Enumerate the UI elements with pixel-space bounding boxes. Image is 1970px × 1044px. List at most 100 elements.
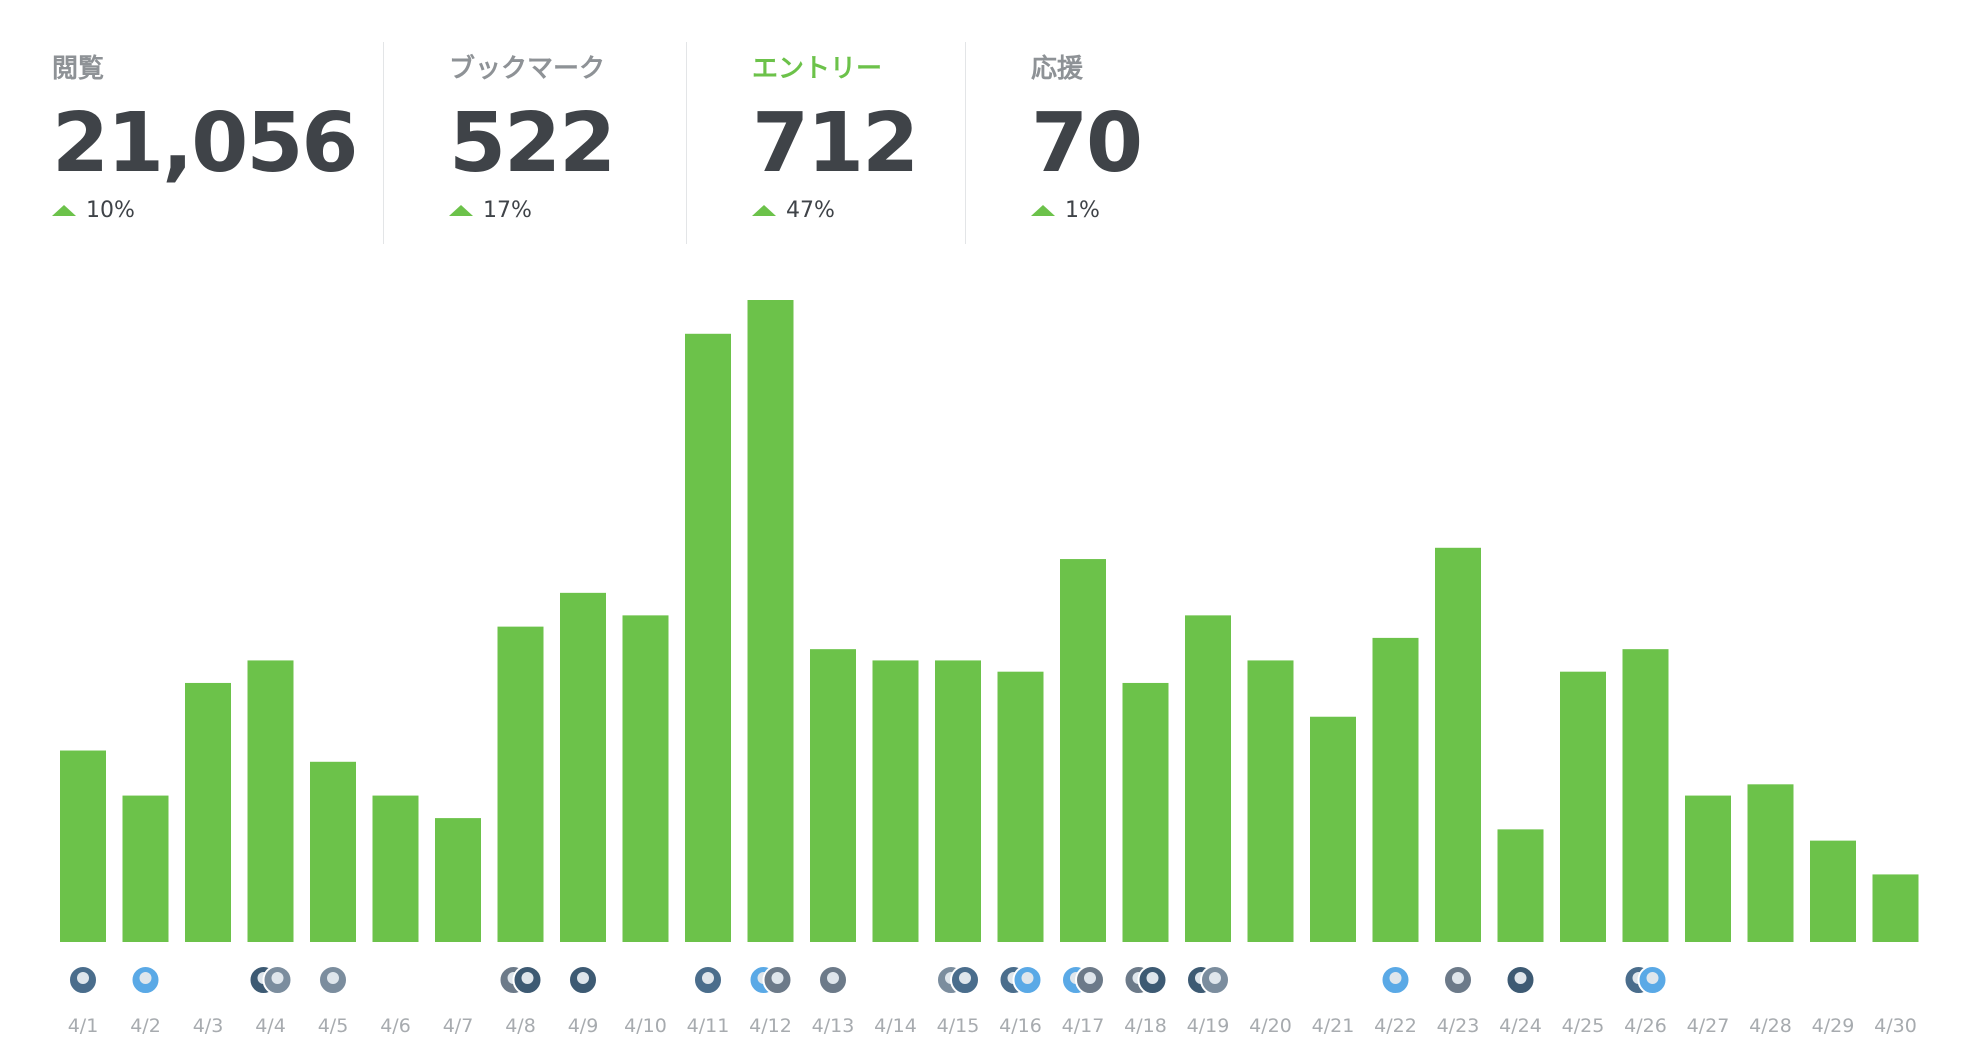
x-tick-label: 4/27 bbox=[1687, 1015, 1730, 1037]
x-tick-label: 4/15 bbox=[937, 1015, 980, 1037]
stat-views-value: 21,056 bbox=[52, 96, 358, 191]
stat-bookmarks-value: 522 bbox=[449, 96, 616, 191]
supporter-avatar-icon[interactable] bbox=[1637, 965, 1668, 995]
x-tick-label: 4/18 bbox=[1124, 1015, 1167, 1037]
stat-support-change: 1% bbox=[1031, 198, 1100, 223]
daily-bar-chart: 4/1 4/2 4/3 4/4 4/5 4/6 4/7 4/8 4/9 4/10 4/11 4/12 4… bbox=[60, 300, 1919, 1037]
supporter-avatar-icon[interactable] bbox=[262, 965, 293, 995]
stat-divider bbox=[965, 42, 966, 244]
x-tick-label: 4/1 bbox=[68, 1015, 99, 1037]
stat-entries-label: エントリー bbox=[752, 54, 883, 84]
x-tick-label: 4/20 bbox=[1249, 1015, 1292, 1037]
supporter-avatar-icon[interactable] bbox=[1443, 965, 1473, 995]
bar-4-2[interactable] bbox=[122, 795, 169, 942]
supporter-avatar-icon[interactable] bbox=[130, 965, 161, 995]
stat-bookmarks-change-value: 17% bbox=[483, 198, 532, 223]
bar-4-16[interactable] bbox=[997, 671, 1044, 942]
x-tick-label: 4/26 bbox=[1624, 1015, 1667, 1037]
up-triangle-icon bbox=[52, 205, 76, 216]
supporter-avatar-icon[interactable] bbox=[818, 965, 848, 995]
bar-4-13[interactable] bbox=[810, 649, 856, 942]
x-tick-label: 4/4 bbox=[255, 1015, 286, 1037]
x-tick-label: 4/3 bbox=[193, 1015, 224, 1037]
up-triangle-icon bbox=[449, 205, 473, 216]
up-triangle-icon bbox=[1031, 205, 1055, 216]
bar-4-15[interactable] bbox=[935, 660, 981, 942]
stat-entries-change-value: 47% bbox=[786, 198, 835, 223]
x-tick-label: 4/9 bbox=[568, 1015, 599, 1037]
x-tick-label: 4/14 bbox=[874, 1015, 917, 1037]
supporter-avatar-icon[interactable] bbox=[693, 965, 723, 995]
bar-4-26[interactable] bbox=[1622, 649, 1669, 942]
supporter-avatar-icon[interactable] bbox=[1380, 965, 1411, 995]
bar-4-10[interactable] bbox=[622, 615, 669, 942]
stat-divider bbox=[383, 42, 384, 244]
bar-4-8[interactable] bbox=[497, 626, 544, 942]
bar-4-23[interactable] bbox=[1435, 547, 1481, 942]
bar-4-25[interactable] bbox=[1560, 671, 1606, 942]
bar-4-17[interactable] bbox=[1060, 559, 1106, 942]
up-triangle-icon bbox=[752, 205, 776, 216]
x-tick-label: 4/11 bbox=[687, 1015, 730, 1037]
stat-views-label: 閲覧 bbox=[52, 54, 105, 84]
bar-4-4[interactable] bbox=[247, 660, 294, 942]
supporter-avatar-icon[interactable] bbox=[318, 965, 348, 995]
x-tick-label: 4/23 bbox=[1437, 1015, 1480, 1037]
supporter-avatar-icon[interactable] bbox=[68, 965, 98, 995]
bar-4-1[interactable] bbox=[60, 750, 106, 942]
supporter-avatar-icon[interactable] bbox=[568, 965, 598, 995]
x-tick-label: 4/30 bbox=[1874, 1015, 1917, 1037]
x-tick-label: 4/17 bbox=[1062, 1015, 1105, 1037]
x-tick-label: 4/7 bbox=[443, 1015, 474, 1037]
bar-4-21[interactable] bbox=[1310, 716, 1356, 942]
x-tick-label: 4/25 bbox=[1562, 1015, 1605, 1037]
stat-entries-value: 712 bbox=[752, 96, 919, 191]
x-tick-label: 4/6 bbox=[380, 1015, 411, 1037]
stat-entries-change: 47% bbox=[752, 198, 835, 223]
supporter-avatar-icon[interactable] bbox=[1137, 965, 1168, 995]
bar-4-12[interactable] bbox=[747, 300, 794, 942]
stat-bookmarks-change: 17% bbox=[449, 198, 532, 223]
bar-4-19[interactable] bbox=[1185, 615, 1231, 942]
x-tick-label: 4/16 bbox=[999, 1015, 1042, 1037]
x-tick-label: 4/19 bbox=[1187, 1015, 1230, 1037]
x-tick-label: 4/21 bbox=[1312, 1015, 1355, 1037]
bar-4-18[interactable] bbox=[1122, 682, 1169, 942]
x-tick-label: 4/8 bbox=[505, 1015, 536, 1037]
bar-4-22[interactable] bbox=[1372, 637, 1419, 942]
bar-4-14[interactable] bbox=[872, 660, 919, 942]
x-tick-label: 4/5 bbox=[318, 1015, 349, 1037]
bar-4-5[interactable] bbox=[310, 761, 356, 942]
bar-4-3[interactable] bbox=[185, 682, 231, 942]
x-tick-label: 4/28 bbox=[1749, 1015, 1792, 1037]
supporter-avatar-icon[interactable] bbox=[1075, 965, 1105, 995]
bar-4-24[interactable] bbox=[1497, 829, 1544, 942]
bar-4-28[interactable] bbox=[1747, 784, 1794, 942]
x-tick-label: 4/24 bbox=[1499, 1015, 1542, 1037]
bar-4-6[interactable] bbox=[372, 795, 419, 942]
bar-4-27[interactable] bbox=[1685, 795, 1731, 942]
bar-4-30[interactable] bbox=[1872, 874, 1919, 942]
bar-4-29[interactable] bbox=[1810, 840, 1856, 942]
x-tick-label: 4/2 bbox=[130, 1015, 161, 1037]
bar-4-9[interactable] bbox=[560, 592, 606, 942]
stats-summary: 閲覧 21,056 10% ブックマーク 522 17% エントリー 712 4… bbox=[0, 0, 1970, 250]
stat-support-value: 70 bbox=[1031, 96, 1143, 191]
supporter-avatar-icon[interactable] bbox=[512, 965, 543, 995]
x-tick-label: 4/29 bbox=[1812, 1015, 1855, 1037]
stat-support-change-value: 1% bbox=[1065, 198, 1100, 223]
stat-support-label: 応援 bbox=[1031, 54, 1084, 84]
stat-divider bbox=[686, 42, 687, 244]
stat-bookmarks-label: ブックマーク bbox=[449, 54, 606, 84]
x-tick-label: 4/12 bbox=[749, 1015, 792, 1037]
bar-4-11[interactable] bbox=[685, 333, 731, 942]
bar-4-7[interactable] bbox=[435, 818, 481, 942]
supporter-avatar-icon[interactable] bbox=[1012, 965, 1043, 995]
supporter-avatar-icon[interactable] bbox=[762, 965, 793, 995]
x-tick-label: 4/22 bbox=[1374, 1015, 1417, 1037]
supporter-avatar-icon[interactable] bbox=[1505, 965, 1536, 995]
supporter-avatar-icon[interactable] bbox=[950, 965, 980, 995]
x-tick-label: 4/10 bbox=[624, 1015, 667, 1037]
bar-4-20[interactable] bbox=[1247, 660, 1294, 942]
supporter-avatar-icon[interactable] bbox=[1200, 965, 1230, 995]
